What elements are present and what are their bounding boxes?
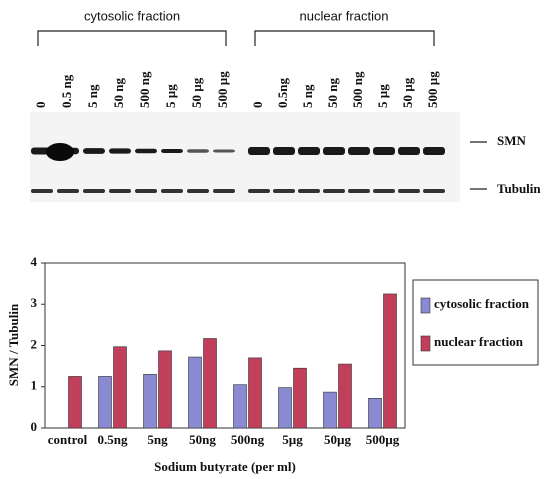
tubulin-band — [109, 189, 131, 193]
legend-swatch — [421, 336, 430, 351]
smn-band — [248, 147, 270, 155]
bar — [294, 368, 307, 428]
bar — [234, 385, 247, 428]
smn-band — [423, 147, 445, 155]
lane-label: 5 ng — [300, 84, 315, 108]
lane-label: 500 µg — [215, 71, 230, 108]
lane-label: 50 µg — [400, 77, 415, 108]
smn-band — [373, 147, 395, 155]
tubulin-band — [213, 189, 235, 193]
bar — [279, 388, 292, 428]
lane-label: 500 ng — [350, 71, 365, 108]
x-tick-label: 50ng — [189, 432, 216, 447]
y-tick-label: 0 — [31, 419, 38, 434]
legend-label: nuclear fraction — [434, 334, 524, 349]
lane-label: 5 µg — [375, 84, 390, 108]
x-tick-label: 500µg — [366, 432, 400, 447]
bar — [114, 347, 127, 428]
bracket — [38, 31, 226, 46]
y-tick-label: 2 — [31, 336, 38, 351]
band-label: Tubulin — [497, 181, 541, 196]
bar — [324, 392, 337, 428]
y-axis-label: SMN / Tubulin — [6, 303, 21, 386]
lane-label: 0 — [33, 102, 48, 109]
bracket — [255, 31, 434, 46]
lane-label: 0.5 ng — [59, 74, 74, 108]
tubulin-band — [135, 189, 157, 193]
figure: SMN Tubulin Sodium butyrate (per ml) SMN… — [0, 0, 549, 479]
tubulin-band — [248, 189, 270, 193]
smn-band — [161, 149, 183, 153]
x-tick-label: 5µg — [282, 432, 303, 447]
smn-band — [298, 147, 320, 155]
smn-band — [273, 147, 295, 155]
smn-band — [398, 147, 420, 155]
bar — [69, 376, 82, 428]
smn-spot — [46, 143, 74, 161]
tubulin-band — [323, 189, 345, 193]
lane-label: 0.5ng — [275, 78, 290, 108]
bar — [159, 351, 172, 428]
bar — [204, 338, 217, 428]
y-tick-label: 3 — [31, 295, 38, 310]
tubulin-band — [373, 189, 395, 193]
smn-band — [135, 149, 157, 154]
bar — [249, 358, 262, 428]
x-tick-label: 0.5ng — [98, 432, 128, 447]
blot-image — [30, 112, 460, 202]
tubulin-band — [83, 189, 105, 193]
x-tick-label: 500ng — [231, 432, 265, 447]
smn-band — [323, 147, 345, 155]
x-axis-label: Sodium butyrate (per ml) — [154, 459, 296, 474]
lane-label: 5 µg — [163, 84, 178, 108]
smn-band — [83, 148, 105, 154]
lane-label: 50 ng — [325, 78, 340, 108]
lane-label: 0 — [250, 102, 265, 109]
lane-label: 50 µg — [189, 77, 204, 108]
bar — [189, 357, 202, 428]
bar — [339, 364, 352, 428]
smn-band — [348, 147, 370, 155]
bar — [144, 374, 157, 428]
group-title: nuclear fraction — [300, 8, 389, 23]
lane-label: 500 µg — [425, 71, 440, 108]
tubulin-band — [57, 189, 79, 193]
y-tick-label: 4 — [31, 254, 38, 269]
smn-band — [213, 150, 235, 153]
bar — [369, 398, 382, 428]
tubulin-band — [187, 189, 209, 193]
smn-band — [187, 149, 209, 152]
bar — [99, 376, 112, 428]
legend-box — [413, 280, 538, 365]
band-label: SMN — [497, 133, 527, 148]
group-title: cytosolic fraction — [84, 8, 180, 23]
tubulin-band — [273, 189, 295, 193]
lane-label: 500 ng — [137, 71, 152, 108]
tubulin-band — [398, 189, 420, 193]
lane-label: 5 ng — [85, 84, 100, 108]
bar — [384, 294, 397, 428]
y-tick-label: 1 — [31, 378, 38, 393]
x-tick-label: 5ng — [147, 432, 168, 447]
legend-label: cytosolic fraction — [434, 296, 530, 311]
tubulin-band — [161, 189, 183, 193]
tubulin-band — [298, 189, 320, 193]
x-tick-label: control — [48, 432, 88, 447]
blot-background — [30, 112, 460, 202]
x-tick-label: 50µg — [324, 432, 351, 447]
legend-swatch — [421, 298, 430, 313]
tubulin-band — [348, 189, 370, 193]
smn-band — [109, 148, 131, 153]
tubulin-band — [423, 189, 445, 193]
lane-label: 50 ng — [111, 78, 126, 108]
tubulin-band — [31, 189, 53, 193]
